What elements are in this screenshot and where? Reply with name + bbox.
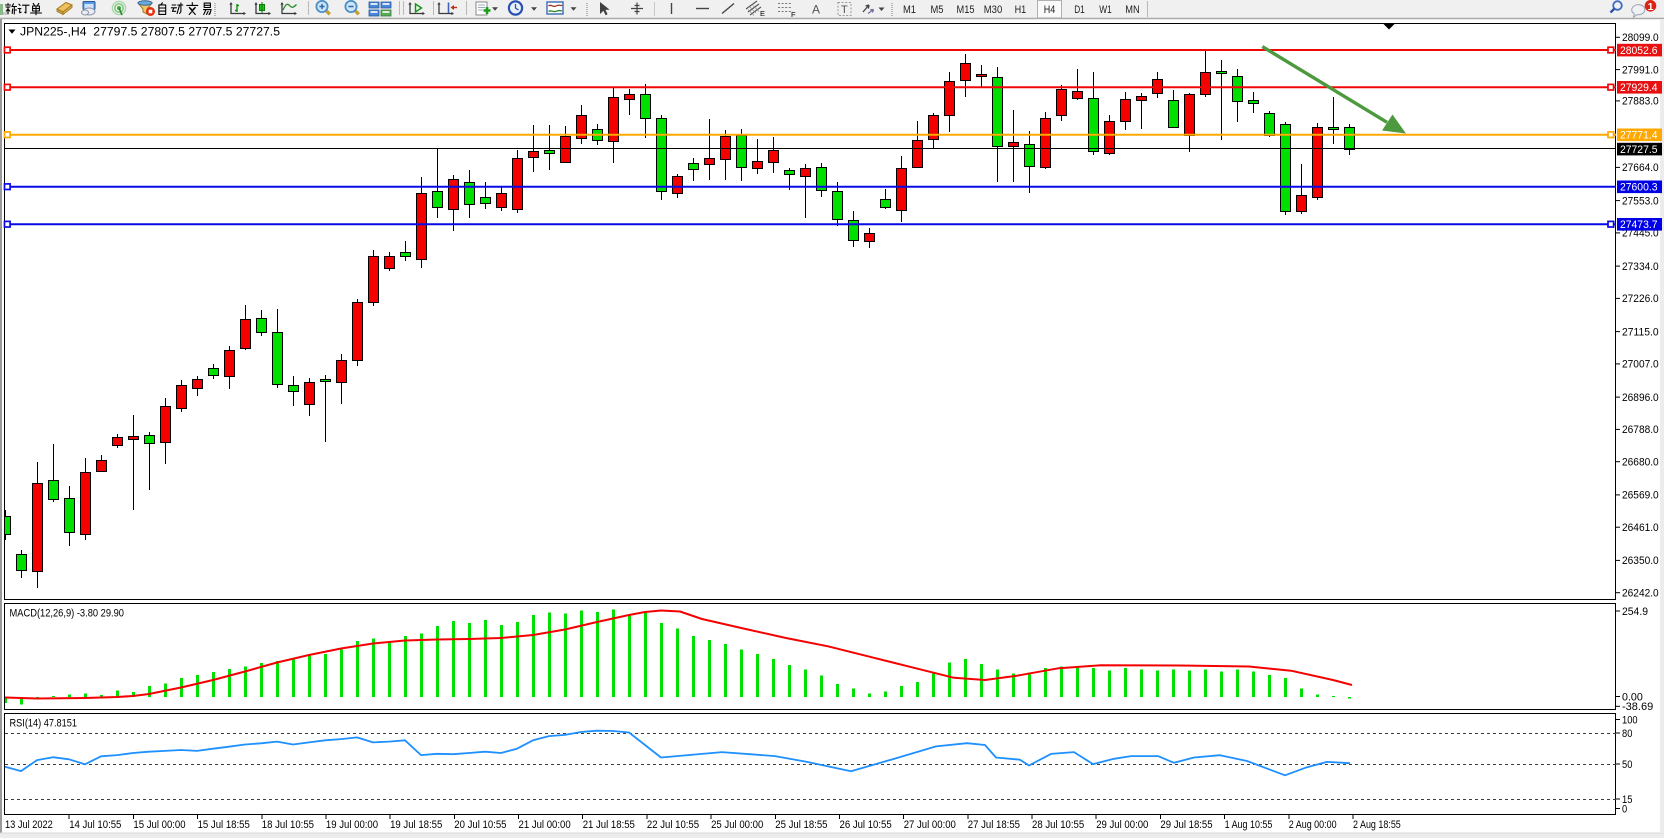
svg-text:21 Jul 18:55: 21 Jul 18:55 bbox=[583, 819, 635, 831]
svg-text:27226.0: 27226.0 bbox=[1622, 293, 1659, 305]
svg-text:27553.0: 27553.0 bbox=[1622, 195, 1659, 207]
svg-text:15 Jul 18:55: 15 Jul 18:55 bbox=[198, 819, 250, 831]
svg-text:26680.0: 26680.0 bbox=[1622, 457, 1659, 469]
svg-text:28099.0: 28099.0 bbox=[1622, 32, 1659, 44]
svg-text:26 Jul 10:55: 26 Jul 10:55 bbox=[840, 819, 892, 831]
svg-text:28 Jul 10:55: 28 Jul 10:55 bbox=[1032, 819, 1084, 831]
svg-text:A: A bbox=[812, 3, 820, 17]
svg-text:27600.3: 27600.3 bbox=[1620, 182, 1658, 194]
svg-text:21 Jul 00:00: 21 Jul 00:00 bbox=[519, 819, 571, 831]
svg-text:1: 1 bbox=[1648, 1, 1654, 13]
svg-text:M15: M15 bbox=[957, 4, 975, 16]
svg-text:RSI(14) 47.8151: RSI(14) 47.8151 bbox=[10, 718, 78, 730]
svg-text:M1: M1 bbox=[903, 4, 916, 16]
svg-text:28052.6: 28052.6 bbox=[1620, 45, 1658, 57]
svg-text:27929.4: 27929.4 bbox=[1620, 82, 1658, 94]
svg-text:27664.0: 27664.0 bbox=[1622, 162, 1659, 174]
svg-text:0.00: 0.00 bbox=[1622, 691, 1643, 703]
svg-text:MACD(12,26,9) -3.80 29.90: MACD(12,26,9) -3.80 29.90 bbox=[10, 608, 125, 620]
svg-text:22 Jul 10:55: 22 Jul 10:55 bbox=[647, 819, 699, 831]
svg-text:20 Jul 10:55: 20 Jul 10:55 bbox=[454, 819, 506, 831]
svg-text:H4: H4 bbox=[1044, 4, 1056, 16]
svg-text:27 Jul 00:00: 27 Jul 00:00 bbox=[904, 819, 956, 831]
svg-text:50: 50 bbox=[1622, 759, 1632, 771]
svg-text:0: 0 bbox=[1622, 803, 1627, 815]
svg-text:26350.0: 26350.0 bbox=[1622, 555, 1659, 567]
svg-text:19 Jul 00:00: 19 Jul 00:00 bbox=[326, 819, 378, 831]
svg-text:T: T bbox=[841, 4, 848, 16]
svg-text:25 Jul 00:00: 25 Jul 00:00 bbox=[711, 819, 763, 831]
svg-text:2 Aug 00:00: 2 Aug 00:00 bbox=[1289, 819, 1337, 831]
svg-text:M5: M5 bbox=[931, 4, 944, 16]
svg-text:M30: M30 bbox=[984, 4, 1003, 16]
svg-text:26242.0: 26242.0 bbox=[1622, 588, 1659, 600]
svg-text:27 Jul 18:55: 27 Jul 18:55 bbox=[968, 819, 1020, 831]
svg-text:1 Aug 10:55: 1 Aug 10:55 bbox=[1225, 819, 1273, 831]
svg-text:100: 100 bbox=[1622, 714, 1638, 726]
svg-text:26461.0: 26461.0 bbox=[1622, 522, 1659, 534]
svg-text:-38.69: -38.69 bbox=[1622, 701, 1653, 713]
svg-text:F: F bbox=[791, 10, 796, 19]
svg-text:29 Jul 18:55: 29 Jul 18:55 bbox=[1160, 819, 1212, 831]
svg-text:27115.0: 27115.0 bbox=[1622, 326, 1659, 338]
svg-text:MN: MN bbox=[1125, 4, 1139, 16]
svg-text:27991.0: 27991.0 bbox=[1622, 64, 1659, 76]
svg-text:27007.0: 27007.0 bbox=[1622, 359, 1659, 371]
svg-text:13 Jul 2022: 13 Jul 2022 bbox=[5, 819, 53, 831]
svg-text:26569.0: 26569.0 bbox=[1622, 490, 1659, 502]
svg-text:27445.0: 27445.0 bbox=[1622, 228, 1659, 240]
svg-text:D1: D1 bbox=[1074, 4, 1085, 16]
svg-text:80: 80 bbox=[1622, 728, 1632, 740]
svg-text:27334.0: 27334.0 bbox=[1622, 261, 1659, 273]
svg-text:19 Jul 18:55: 19 Jul 18:55 bbox=[390, 819, 442, 831]
svg-text:254.9: 254.9 bbox=[1622, 606, 1648, 618]
svg-text:27771.4: 27771.4 bbox=[1620, 130, 1658, 142]
svg-text:2 Aug 18:55: 2 Aug 18:55 bbox=[1353, 819, 1401, 831]
svg-text:25 Jul 18:55: 25 Jul 18:55 bbox=[775, 819, 827, 831]
svg-text:14 Jul 10:55: 14 Jul 10:55 bbox=[69, 819, 121, 831]
svg-text:18 Jul 10:55: 18 Jul 10:55 bbox=[262, 819, 314, 831]
svg-text:27727.5: 27727.5 bbox=[1620, 144, 1658, 156]
svg-text:26896.0: 26896.0 bbox=[1622, 392, 1659, 404]
svg-text:H1: H1 bbox=[1015, 4, 1027, 16]
svg-text:27883.0: 27883.0 bbox=[1622, 96, 1659, 108]
svg-text:29 Jul 00:00: 29 Jul 00:00 bbox=[1096, 819, 1148, 831]
svg-text:15 Jul 00:00: 15 Jul 00:00 bbox=[133, 819, 185, 831]
svg-text:15: 15 bbox=[1622, 794, 1632, 806]
svg-text:JPN225-,H4 27797.5 27807.5 27: JPN225-,H4 27797.5 27807.5 27707.5 27727… bbox=[20, 26, 280, 38]
svg-text:27473.7: 27473.7 bbox=[1620, 219, 1658, 231]
svg-text:E: E bbox=[760, 9, 765, 18]
svg-text:26788.0: 26788.0 bbox=[1622, 424, 1659, 436]
svg-text:W1: W1 bbox=[1099, 4, 1112, 16]
